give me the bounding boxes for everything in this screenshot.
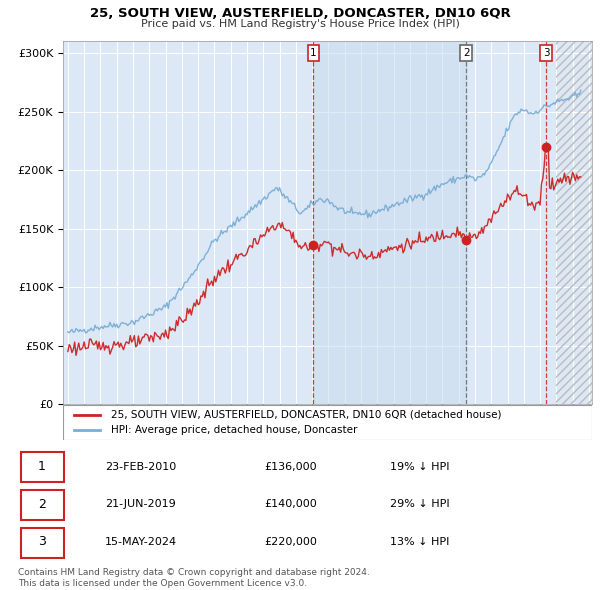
Text: 23-FEB-2010: 23-FEB-2010 <box>105 461 176 471</box>
Text: 1: 1 <box>38 460 46 473</box>
FancyBboxPatch shape <box>21 527 64 558</box>
Text: 21-JUN-2019: 21-JUN-2019 <box>105 499 176 509</box>
Text: £140,000: £140,000 <box>264 499 317 509</box>
Text: 3: 3 <box>38 535 46 548</box>
Text: Contains HM Land Registry data © Crown copyright and database right 2024.
This d: Contains HM Land Registry data © Crown c… <box>18 568 370 588</box>
Text: 29% ↓ HPI: 29% ↓ HPI <box>390 499 449 509</box>
Text: £220,000: £220,000 <box>264 537 317 547</box>
Text: Price paid vs. HM Land Registry's House Price Index (HPI): Price paid vs. HM Land Registry's House … <box>140 19 460 29</box>
Text: 15-MAY-2024: 15-MAY-2024 <box>105 537 177 547</box>
Text: 19% ↓ HPI: 19% ↓ HPI <box>390 461 449 471</box>
FancyBboxPatch shape <box>21 453 64 483</box>
Text: 3: 3 <box>543 48 550 58</box>
Text: £136,000: £136,000 <box>264 461 317 471</box>
Text: 13% ↓ HPI: 13% ↓ HPI <box>390 537 449 547</box>
FancyBboxPatch shape <box>21 490 64 520</box>
Bar <box>313 41 466 404</box>
Text: 1: 1 <box>310 48 317 58</box>
Text: HPI: Average price, detached house, Doncaster: HPI: Average price, detached house, Donc… <box>110 425 357 435</box>
Text: 25, SOUTH VIEW, AUSTERFIELD, DONCASTER, DN10 6QR: 25, SOUTH VIEW, AUSTERFIELD, DONCASTER, … <box>89 7 511 20</box>
Text: 2: 2 <box>38 498 46 511</box>
Text: 2: 2 <box>463 48 470 58</box>
Bar <box>556 41 592 404</box>
Text: 25, SOUTH VIEW, AUSTERFIELD, DONCASTER, DN10 6QR (detached house): 25, SOUTH VIEW, AUSTERFIELD, DONCASTER, … <box>110 410 501 420</box>
Bar <box>556 41 592 404</box>
